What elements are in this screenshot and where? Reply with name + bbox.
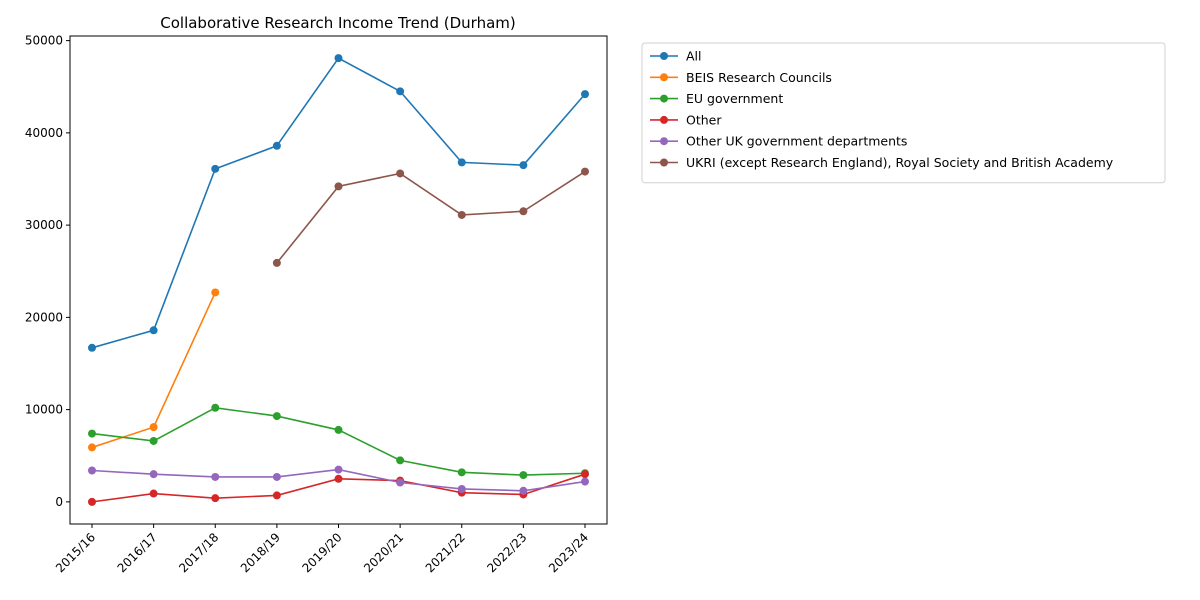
data-point [519,471,528,480]
data-point [149,423,158,432]
data-point [457,158,466,167]
data-point [334,182,343,191]
chart-title: Collaborative Research Income Trend (Dur… [160,14,516,32]
data-point [519,161,528,170]
legend-swatch-marker [660,158,668,167]
legend-item: EU government [650,91,783,106]
data-point [519,207,528,216]
legend-item: Other [650,112,722,127]
data-point [272,412,281,421]
series-layer [88,54,589,506]
legend-swatch-marker [660,94,668,103]
data-point [396,87,405,96]
data-point [272,472,281,481]
legend-label: BEIS Research Councils [686,70,832,85]
x-tick-label: 2019/20 [299,530,344,575]
series-line [91,57,586,349]
data-point [519,486,528,495]
data-point [149,436,158,445]
legend-swatch-marker [660,52,668,60]
series-line [91,406,586,476]
legend-item: UKRI (except Research England), Royal So… [650,155,1114,170]
data-point [334,465,343,474]
series-line [276,170,586,264]
data-point [581,470,589,479]
data-point [581,90,589,99]
legend: All BEIS Research Councils EU government Ot… [641,42,1166,184]
legend-label: Other [686,112,722,127]
data-point [211,164,220,173]
data-point [457,484,466,493]
data-point [272,141,281,150]
x-tick-label: 2020/21 [361,530,406,575]
series-3 [88,470,589,506]
y-tick-label: 0 [55,495,63,509]
data-point [149,470,158,479]
legend-swatch-marker [660,137,668,146]
data-point [88,429,96,438]
y-tick-label: 10000 [25,403,63,417]
data-point [581,477,589,486]
data-point [88,443,96,452]
x-tick-label: 2021/22 [423,530,468,575]
x-tick-label: 2022/23 [484,530,529,575]
data-point [457,210,466,219]
series-4 [88,465,589,495]
data-point [457,468,466,477]
series-0 [88,54,589,352]
plot-frame [69,35,608,525]
data-point [334,474,343,483]
data-point [334,425,343,434]
legend-label: UKRI (except Research England), Royal So… [686,155,1114,170]
x-tick-label: 2018/19 [238,530,283,575]
data-point [88,466,96,475]
series-5 [272,167,589,267]
series-1 [88,288,220,452]
data-point [149,489,158,498]
data-point [396,456,405,465]
data-point [149,326,158,335]
data-point [211,494,220,503]
legend-item: All [650,49,702,64]
legend-label: Other UK government departments [686,134,907,149]
x-tick-label: 2023/24 [546,530,591,575]
legend-item: BEIS Research Councils [650,70,832,85]
data-point [211,288,220,297]
legend-item: Other UK government departments [650,134,907,149]
legend-label: All [686,49,702,64]
y-tick-label: 40000 [25,126,63,140]
data-point [88,343,96,352]
legend-swatch-marker [660,115,668,124]
legend-label: EU government [686,91,783,106]
x-tick-label: 2016/17 [115,530,160,575]
data-point [581,167,589,176]
data-point [211,472,220,481]
legend-swatch-marker [660,73,668,82]
data-point [272,491,281,500]
data-point [272,258,281,267]
y-tick-label: 20000 [25,310,63,324]
legend-frame [641,42,1166,184]
data-point [396,478,405,487]
x-tick-label: 2017/18 [176,530,221,575]
series-2 [88,403,589,480]
data-point [396,169,405,178]
data-point [211,403,220,412]
data-point [334,54,343,63]
y-tick-label: 30000 [25,218,63,232]
y-tick-label: 50000 [25,34,63,48]
data-point [88,497,96,506]
x-tick-label: 2015/16 [53,530,98,575]
